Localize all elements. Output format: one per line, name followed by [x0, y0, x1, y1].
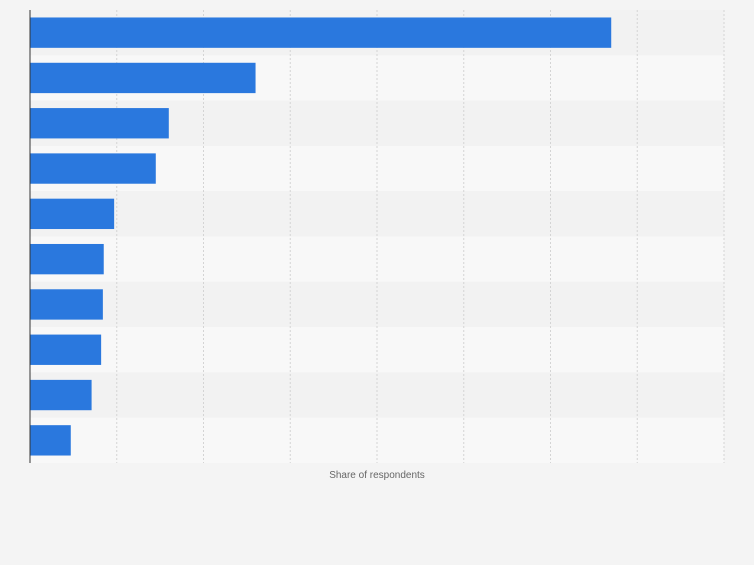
- bar: [30, 425, 71, 456]
- bar: [30, 17, 612, 48]
- bar: [30, 243, 104, 275]
- bars: [30, 17, 612, 456]
- row-band: [30, 327, 724, 373]
- bar: [30, 334, 102, 365]
- row-band: [30, 191, 724, 237]
- bar: [30, 153, 156, 184]
- bar: [30, 108, 169, 139]
- bar: [30, 198, 115, 230]
- gridlines: [116, 10, 725, 463]
- row-band: [30, 281, 724, 328]
- bar: [30, 379, 92, 411]
- bar: [30, 62, 256, 94]
- x-axis-label: Share of respondents: [329, 470, 425, 481]
- row-band: [30, 417, 724, 463]
- bar: [30, 289, 103, 320]
